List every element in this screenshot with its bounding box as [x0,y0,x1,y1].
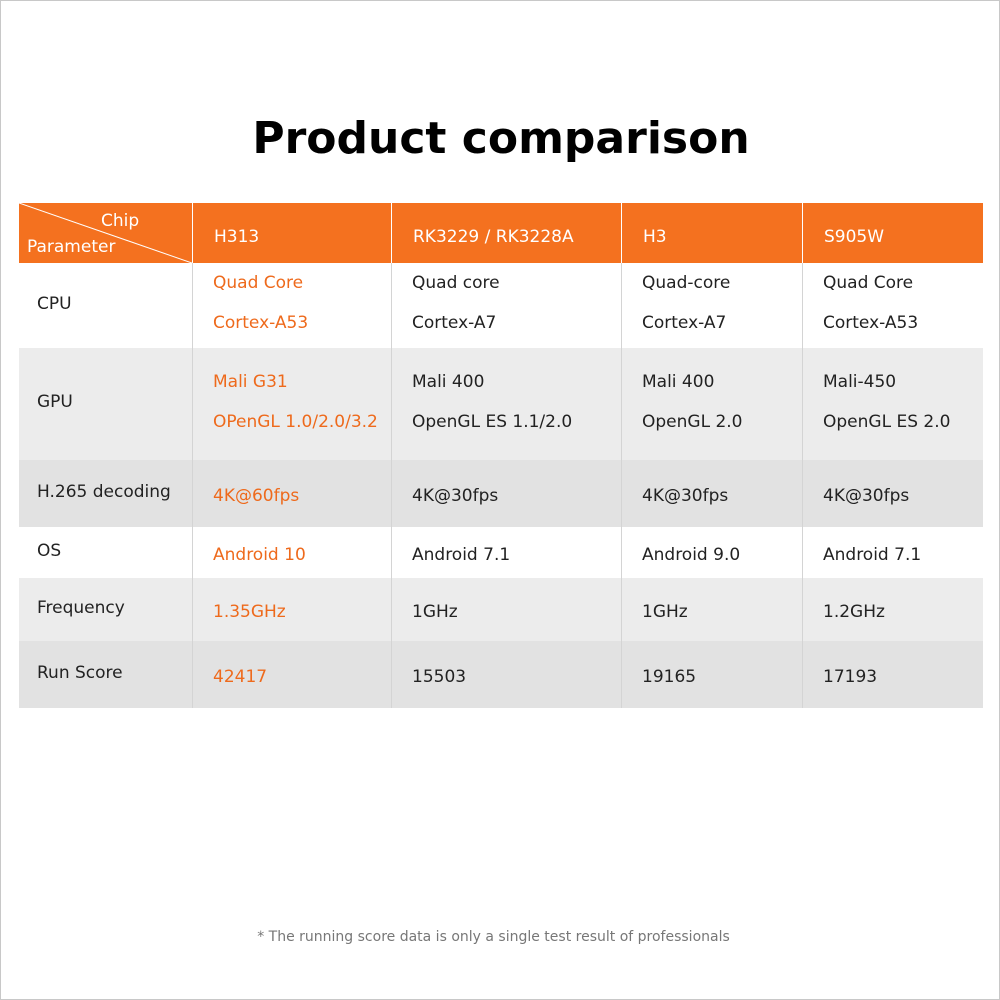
table-row [19,460,983,527]
column-header: H3 [643,227,667,247]
header-divider [802,203,803,263]
cell-text: Cortex-A7 [412,313,497,333]
column-divider [621,641,622,708]
column-divider [192,263,193,348]
column-header: RK3229 / RK3228A [413,227,574,247]
column-header: S905W [824,227,885,247]
table-row [19,263,983,348]
cell-text: 17193 [823,666,878,687]
cell-text: OpenGL ES 1.1/2.0 [412,411,573,432]
header-divider [192,203,193,263]
column-divider [192,578,193,641]
column-divider [802,460,803,527]
column-divider [192,527,193,578]
cell-text: 15503 [412,666,467,687]
row-label: OS [37,540,62,561]
column-divider [621,460,622,527]
cell-text: 4K@60fps [213,485,300,506]
table-row [19,527,983,578]
row-label: Frequency [37,597,125,618]
cell-text: Android 7.1 [823,544,922,565]
column-divider [192,460,193,527]
column-divider [802,263,803,348]
cell-text: Quad Core [213,273,304,293]
cell-text: Mali 400 [642,371,715,392]
cell-text: Android 7.1 [412,544,511,565]
cell-text: Mali 400 [412,371,485,392]
cell-text: OpenGL ES 2.0 [823,411,951,432]
column-divider [621,348,622,460]
cell-text: Quad-core [642,273,731,293]
corner-bottom: Parameter [27,237,116,257]
column-divider [391,641,392,708]
row-label: Run Score [37,662,123,683]
corner-diagonal [19,203,192,263]
column-divider [192,641,193,708]
cell-text: Quad core [412,273,500,293]
cell-text: 1GHz [412,601,458,622]
column-divider [621,578,622,641]
column-divider [391,578,392,641]
header-row [19,203,983,263]
column-divider [391,263,392,348]
cell-text: Android 10 [213,544,306,565]
cell-text: 4K@30fps [642,485,729,506]
column-header: H313 [214,227,260,247]
cell-text: 4K@30fps [823,485,910,506]
cell-text: Mali-450 [823,371,897,392]
header-divider [621,203,622,263]
footnote: * The running score data is only a singl… [257,929,730,945]
cell-text: 1.35GHz [213,601,286,622]
column-divider [621,527,622,578]
cell-text: 1GHz [642,601,688,622]
column-divider [802,641,803,708]
title: Product comparison [252,113,750,164]
cell-text: OpenGL 2.0 [642,411,743,432]
cell-text: 1.2GHz [823,601,885,622]
cell-text: OPenGL 1.0/2.0/3.2 [213,411,378,432]
column-divider [621,263,622,348]
cell-text: 19165 [642,666,697,687]
table-row [19,641,983,708]
row-label: GPU [37,392,73,412]
table-row [19,578,983,641]
cell-text: Cortex-A7 [642,313,727,333]
column-divider [391,527,392,578]
cell-text: Android 9.0 [642,544,741,565]
corner-top: Chip [101,211,140,231]
column-divider [802,348,803,460]
cell-text: Cortex-A53 [213,313,309,333]
header-divider [391,203,392,263]
column-divider [802,578,803,641]
cell-text: 4K@30fps [412,485,499,506]
table-row [19,348,983,460]
column-divider [391,460,392,527]
cell-text: Cortex-A53 [823,313,919,333]
cell-text: 42417 [213,666,268,687]
row-label: CPU [37,293,72,314]
column-divider [391,348,392,460]
cell-text: Mali G31 [213,371,288,392]
row-label: H.265 decoding [37,481,171,502]
column-divider [802,527,803,578]
cell-text: Quad Core [823,273,914,293]
column-divider [192,348,193,460]
